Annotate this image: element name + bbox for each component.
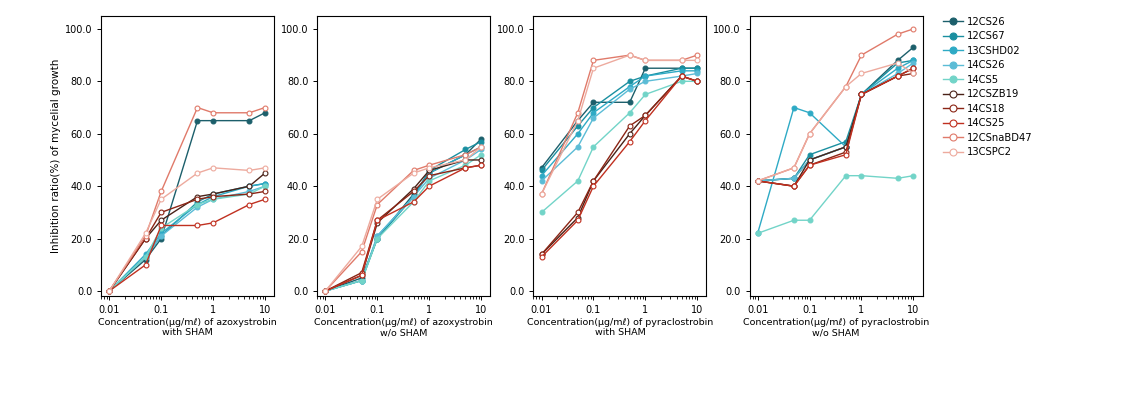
X-axis label: Concentration(μg/mℓ) of azoxystrobin
w/o SHAM: Concentration(μg/mℓ) of azoxystrobin w/o… [315,318,493,337]
X-axis label: Concentration(μg/mℓ) of azoxystrobin
with SHAM: Concentration(μg/mℓ) of azoxystrobin wit… [98,318,277,337]
Legend: 12CS26, 12CS67, 13CSHD02, 14CS26, 14CS5, 12CSZB19, 14CS18, 14CS25, 12CSnaBD47, 1: 12CS26, 12CS67, 13CSHD02, 14CS26, 14CS5,… [938,13,1036,162]
X-axis label: Concentration(μg/mℓ) of pyraclostrobin
w/o SHAM: Concentration(μg/mℓ) of pyraclostrobin w… [742,318,929,337]
Y-axis label: Inhibition ratio(%) of mycelial growth: Inhibition ratio(%) of mycelial growth [51,59,61,253]
X-axis label: Concentration(μg/mℓ) of pyraclostrobin
with SHAM: Concentration(μg/mℓ) of pyraclostrobin w… [526,318,713,337]
